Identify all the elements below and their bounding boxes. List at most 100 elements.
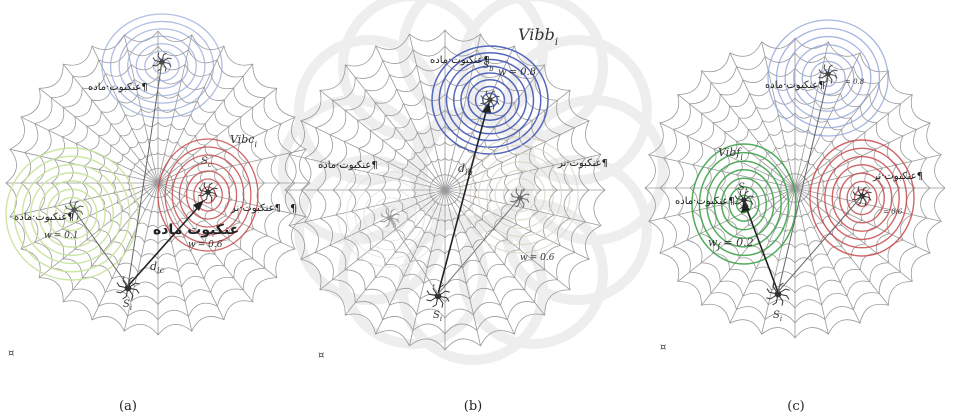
panel-b-arrow: [437, 107, 488, 295]
vibration-ring: [372, 197, 408, 233]
vibration-ring: [346, 171, 434, 259]
spider-leg: [772, 293, 779, 306]
spider-leg: [852, 195, 863, 201]
vibration-ring: [21, 163, 123, 265]
spider-leg: [827, 73, 833, 84]
panel-b-female-left-label: عنکبوت·ماده¶: [318, 160, 378, 171]
vibration-ring: [728, 186, 760, 222]
vibration-ring: [46, 188, 98, 240]
panel-c-female-left-label: عنکبوت·ماده¶: [675, 196, 735, 207]
panel-c: عنکبوت·ماده¶ عنکبوت·نر¶ عنکبوت·ماده¶ Vib…: [644, 19, 946, 339]
web-ring: [50, 75, 265, 291]
spider-leg: [437, 295, 444, 308]
web-ring: [644, 37, 946, 339]
spider-leg: [380, 217, 391, 223]
spider-leg: [426, 290, 439, 297]
vibration-ring: [171, 154, 245, 236]
vibration-ring: [474, 85, 506, 115]
spider-leg: [743, 199, 754, 205]
web-ring: [704, 97, 886, 279]
panel-a-distance-label: dic: [150, 260, 165, 275]
watermark-arc: [458, 198, 608, 349]
spider-leg: [122, 287, 129, 300]
spider-leg: [734, 199, 745, 205]
panel-c-vib-label: Vibfi: [718, 146, 743, 162]
spider-leg: [161, 57, 172, 63]
vibration-ring: [101, 13, 223, 119]
panel-a: عنکبوت·ماده¶ عنکبوت·ماده¶ عنکبوت·نر¶ ¶ ع…: [5, 13, 311, 336]
panel-a-spider-sc-label: Sc: [201, 156, 212, 169]
spider-leg: [766, 293, 779, 300]
spider-leg: [823, 73, 829, 84]
vibration-ring: [698, 151, 790, 257]
vibration-ring: [494, 169, 546, 221]
web-ring: [284, 29, 606, 351]
vibration-ring: [824, 155, 900, 241]
spider-leg: [152, 61, 163, 67]
vibration-ring: [354, 179, 426, 251]
spider-leg: [861, 195, 867, 206]
spider-leg: [519, 197, 525, 208]
spider-leg: [437, 290, 450, 297]
vibration-ring: [816, 147, 908, 249]
vibration-ring: [30, 172, 114, 256]
spider-leg: [739, 190, 745, 201]
panel-a-female-left-label: عنکبوت·ماده¶: [14, 212, 74, 223]
vibration-ring: [178, 162, 238, 228]
spider-leg: [519, 197, 530, 203]
panel-c-line-right: [777, 195, 863, 293]
vibration-ring: [846, 180, 878, 216]
spider-leg: [157, 52, 163, 63]
vibration-ring: [713, 168, 775, 240]
spider-leg: [515, 197, 521, 208]
panel-c-weight-right: = 0.6: [883, 208, 903, 216]
spider-leg: [198, 191, 209, 197]
panel-a-line-left: [73, 209, 129, 287]
panel-b-female-top-label: عنکبوت·ماده¶: [430, 55, 490, 66]
vibration-ring: [135, 43, 189, 89]
web-ring: [764, 157, 826, 219]
spider-leg: [510, 197, 521, 203]
spider-leg: [161, 52, 167, 63]
spider-leg: [489, 90, 495, 101]
panel-a-vibration-red: [157, 138, 259, 252]
paragraph-mark-c: ¤: [660, 342, 666, 353]
web-ring: [126, 151, 189, 215]
spider-leg: [515, 188, 521, 199]
vibration-ring: [793, 44, 863, 112]
vibration-ring: [477, 152, 563, 238]
vibration-ring: [720, 177, 768, 231]
web-ring: [111, 136, 204, 230]
vibration-ring: [118, 28, 206, 104]
spider-leg: [207, 182, 213, 193]
spider-leg: [380, 213, 391, 219]
spider-leg: [127, 287, 134, 300]
panel-c-arrow: [745, 206, 779, 293]
vibration-ring: [706, 160, 782, 248]
vibration-ring: [775, 27, 881, 129]
panel-c-vibration-blue: [767, 19, 889, 137]
vibration-ring: [38, 180, 106, 248]
spider-leg: [207, 187, 218, 193]
web-ring: [35, 60, 280, 306]
spider-leg: [777, 288, 790, 295]
panel-b-arrow-head: [482, 102, 491, 113]
panel-c-line-top: [777, 77, 829, 293]
spider-leg: [161, 61, 172, 67]
spider-leg: [519, 193, 530, 199]
panel-a-arrow-head: [193, 200, 204, 211]
caption-a: (a): [119, 399, 137, 414]
panel-a-female-top-label: عنکبوت·ماده¶: [88, 82, 148, 93]
vibration-ring: [54, 196, 90, 232]
spider-leg: [743, 195, 754, 201]
panel-b-vibration-blue: [431, 45, 549, 155]
spider-leg: [489, 99, 500, 105]
vibration-ring: [453, 65, 527, 135]
spider-leg: [766, 288, 779, 295]
web-ring: [734, 127, 856, 249]
panel-a-vibration-blue: [101, 13, 223, 119]
spider-leg: [73, 209, 84, 215]
vibration-ring: [144, 50, 180, 82]
spider-leg: [116, 287, 129, 294]
panel-b: عنکبوت·ماده¶ عنکبوت·ماده¶ عنکبوت·نر¶ Vib…: [284, 25, 608, 351]
